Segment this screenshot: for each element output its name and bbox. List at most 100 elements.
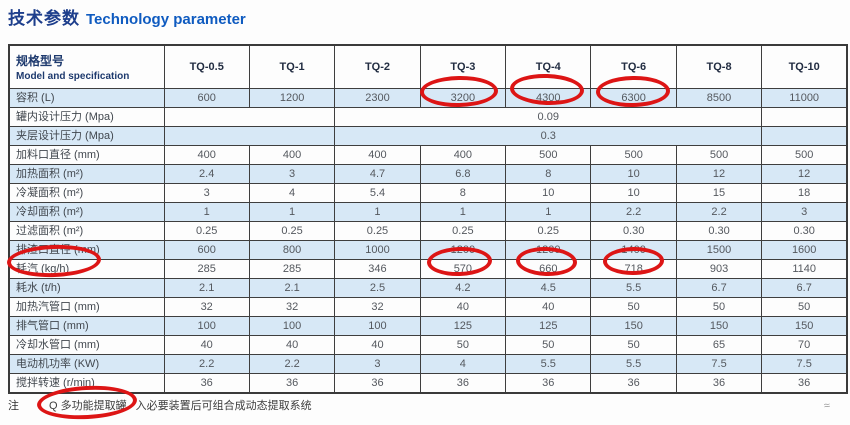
value-cell: 150	[590, 315, 677, 336]
value-cell: 100	[334, 315, 421, 336]
value-cell: 1	[505, 201, 592, 222]
value-cell: 40	[163, 334, 250, 355]
value-cell: 3	[761, 201, 848, 222]
value-cell: 12	[761, 163, 848, 184]
value-cell: 6.8	[419, 163, 507, 184]
value-cell: 50	[590, 334, 677, 355]
value-cell: 2.2	[675, 201, 763, 222]
value-cell: 1400	[590, 239, 677, 260]
value-cell: 1000	[334, 239, 421, 260]
model-spec-header-zh: 规格型号	[16, 53, 65, 68]
value-cell: 8	[505, 163, 592, 184]
column-header-tq-2: TQ-2	[334, 44, 421, 89]
value-cell: 285	[248, 258, 336, 279]
row-label: 冷却水管口 (mm)	[8, 334, 165, 355]
value-cell: 4	[419, 353, 507, 374]
value-cell: 600	[163, 87, 250, 108]
value-cell: 1200	[419, 239, 507, 260]
row-label: 夹层设计压力 (Mpa)	[8, 125, 165, 146]
value-cell: 0.25	[163, 220, 250, 241]
value-cell: 125	[505, 315, 592, 336]
value-cell: 1140	[761, 258, 848, 279]
value-cell: 11000	[761, 87, 848, 108]
table-row: 过滤面积 (m²) 0.25 0.25 0.25 0.25 0.25 0.30 0.30 0.3…	[8, 220, 848, 241]
column-header-tq-6: TQ-6	[590, 44, 677, 89]
table-row: 加热面积 (m²) 2.4 3 4.7 6.8 8 10 12 12	[8, 163, 848, 184]
value-cell: 1600	[761, 239, 848, 260]
value-cell: 285	[163, 258, 250, 279]
column-header-tq-8: TQ-8	[675, 44, 763, 89]
value-cell: 10	[590, 182, 677, 203]
row-label: 冷凝面积 (m²)	[8, 182, 165, 203]
value-cell: 718	[590, 258, 677, 279]
value-cell: 500	[675, 144, 763, 165]
value-cell: 2.5	[334, 277, 421, 298]
value-cell: 570	[419, 258, 507, 279]
value-cell: 500	[590, 144, 677, 165]
table-row: 罐内设计压力 (Mpa) 0.09	[8, 106, 848, 127]
value-cell: 2.2	[248, 353, 336, 374]
column-header-tq-10: TQ-10	[761, 44, 848, 89]
value-cell: 1200	[505, 239, 592, 260]
value-cell: 36	[419, 372, 507, 393]
value-cell: 125	[419, 315, 507, 336]
value-cell: 0.30	[590, 220, 677, 241]
value-cell: 2.2	[590, 201, 677, 222]
empty-cell	[761, 106, 848, 127]
footnote-circled-text: Q 多功能提取罐	[49, 400, 127, 412]
value-cell: 100	[248, 315, 336, 336]
value-cell: 1200	[248, 87, 336, 108]
value-cell: 0.25	[334, 220, 421, 241]
value-cell: 50	[590, 296, 677, 317]
value-cell: 903	[675, 258, 763, 279]
value-cell: 6300	[590, 87, 677, 108]
merged-value-cell: 0.09	[334, 106, 763, 127]
value-cell: 4.2	[419, 277, 507, 298]
value-cell: 500	[761, 144, 848, 165]
value-cell: 150	[761, 315, 848, 336]
row-label: 过滤面积 (m²)	[8, 220, 165, 241]
row-label: 电动机功率 (KW)	[8, 353, 165, 374]
value-cell: 0.25	[248, 220, 336, 241]
value-cell: 5.5	[590, 353, 677, 374]
value-cell: 4	[248, 182, 336, 203]
value-cell: 0.30	[761, 220, 848, 241]
value-cell: 36	[334, 372, 421, 393]
table-row: 加热汽管口 (mm) 32 32 32 40 40 50 50 50	[8, 296, 848, 317]
value-cell: 400	[419, 144, 507, 165]
table-row: 冷却水管口 (mm) 40 40 40 50 50 50 65 70	[8, 334, 848, 355]
value-cell: 2.1	[163, 277, 250, 298]
value-cell: 6.7	[675, 277, 763, 298]
empty-cell	[761, 125, 848, 146]
value-cell: 3	[248, 163, 336, 184]
row-label: 罐内设计压力 (Mpa)	[8, 106, 165, 127]
value-cell: 40	[248, 334, 336, 355]
value-cell: 2.2	[163, 353, 250, 374]
value-cell: 32	[334, 296, 421, 317]
table-row: 耗汽 (kg/h) 285 285 346 570 660 718 903 1140	[8, 258, 848, 279]
row-label: 耗汽 (kg/h)	[8, 258, 165, 279]
value-cell: 660	[505, 258, 592, 279]
row-label: 搅拌转速 (r/min)	[8, 372, 165, 393]
value-cell: 5.4	[334, 182, 421, 203]
table-row: 加料口直径 (mm) 400 400 400 400 500 500 500 500	[8, 144, 848, 165]
value-cell: 3	[334, 353, 421, 374]
value-cell: 0.25	[505, 220, 592, 241]
value-cell: 2.1	[248, 277, 336, 298]
value-cell: 400	[248, 144, 336, 165]
value-cell: 4.5	[505, 277, 592, 298]
value-cell: 1	[163, 201, 250, 222]
column-header-tq-0.5: TQ-0.5	[163, 44, 250, 89]
value-cell: 15	[675, 182, 763, 203]
value-cell: 10	[590, 163, 677, 184]
value-cell: 50	[675, 296, 763, 317]
value-cell: 36	[590, 372, 677, 393]
value-cell: 3200	[419, 87, 507, 108]
column-header-tq-4: TQ-4	[505, 44, 592, 89]
value-cell: 36	[248, 372, 336, 393]
column-header-tq-3: TQ-3	[419, 44, 507, 89]
value-cell: 18	[761, 182, 848, 203]
table-row: 排渣口直径 (mm) 600 800 1000 1200 1200 1400 1500 1600	[8, 239, 848, 260]
empty-cell	[163, 125, 336, 146]
